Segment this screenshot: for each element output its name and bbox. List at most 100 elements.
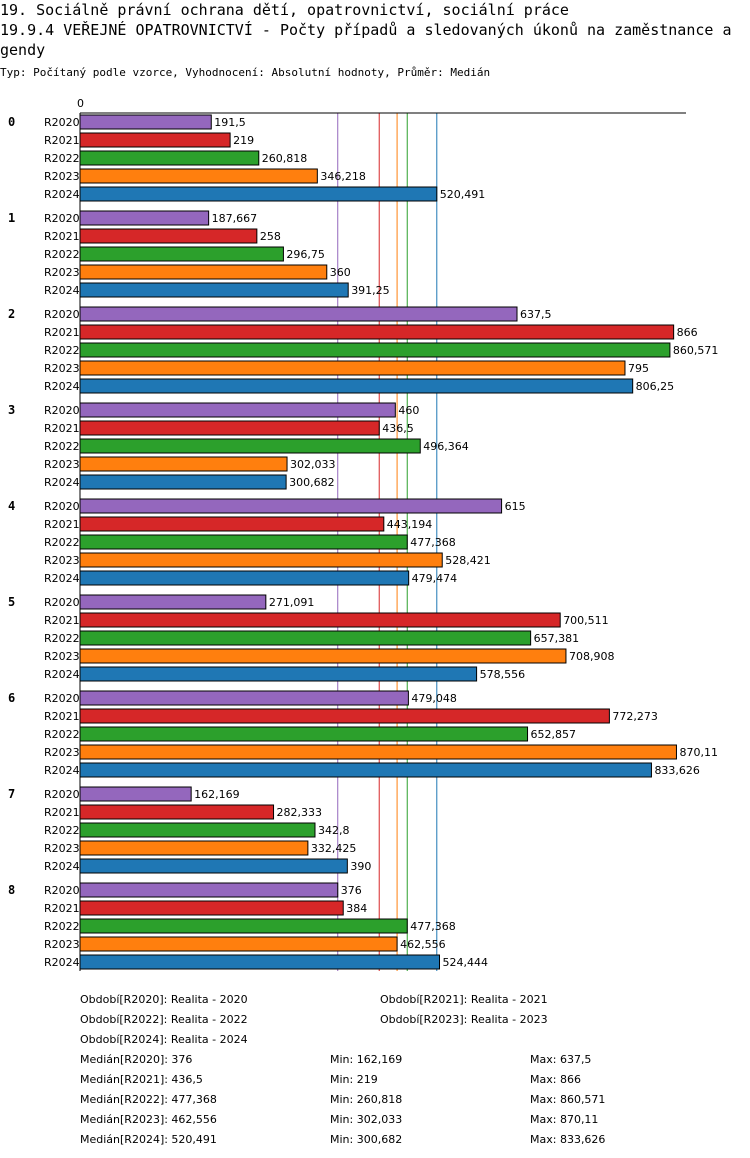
bar-value-label: 258 [260, 230, 281, 243]
bar-value-label: 795 [628, 362, 649, 375]
bar-r2021-group-0 [79, 132, 231, 148]
group-label-8: 8 [8, 883, 15, 897]
bar-r2022-group-7 [79, 822, 316, 838]
bar-value-label: 191,5 [214, 116, 246, 129]
bar-value-label: 271,091 [269, 596, 315, 609]
bar-r2023-group-3 [79, 456, 288, 472]
bar-category-label: R2021 [44, 518, 80, 531]
bar-category-label: R2023 [44, 650, 80, 663]
bar-category-label: R2022 [44, 440, 80, 453]
bar-r2021-group-5 [79, 612, 561, 628]
bar-category-label: R2023 [44, 362, 80, 375]
bar-r2024-group-7 [79, 858, 348, 874]
bar-value-label: 477,368 [410, 920, 456, 933]
bar-r2023-group-1 [79, 264, 328, 280]
bar-category-label: R2022 [44, 824, 80, 837]
bar-category-label: R2022 [44, 728, 80, 741]
bar-r2022-group-1 [79, 246, 284, 262]
bar-category-label: R2021 [44, 326, 80, 339]
bar-category-label: R2020 [44, 596, 80, 609]
bar-category-label: R2023 [44, 266, 80, 279]
bar-r2020-group-4 [79, 498, 503, 514]
bar-r2024-group-4 [79, 570, 410, 586]
bar-value-label: 219 [233, 134, 254, 147]
bar-value-label: 162,169 [194, 788, 240, 801]
stat-max-r2023: Max: 870,11 [530, 1113, 599, 1126]
bar-category-label: R2022 [44, 344, 80, 357]
bar-value-label: 615 [505, 500, 526, 513]
group-label-6: 6 [8, 691, 15, 705]
bar-r2023-group-0 [79, 168, 318, 184]
group-label-2: 2 [8, 307, 15, 321]
bar-r2022-group-5 [79, 630, 532, 646]
stat-median-r2020: Medián[R2020]: 376 [80, 1053, 193, 1066]
bar-category-label: R2020 [44, 116, 80, 129]
bar-value-label: 708,908 [569, 650, 615, 663]
bar-value-label: 528,421 [445, 554, 491, 567]
group-label-0: 0 [8, 115, 15, 129]
bar-value-label: 477,368 [410, 536, 456, 549]
bar-value-label: 443,194 [387, 518, 433, 531]
bar-category-label: R2023 [44, 842, 80, 855]
bar-value-label: 578,556 [480, 668, 525, 681]
bar-r2023-group-6 [79, 744, 677, 760]
bar-category-label: R2021 [44, 422, 80, 435]
bar-value-label: 296,75 [286, 248, 325, 261]
bar-r2021-group-2 [79, 324, 675, 340]
legend-period-r2020: Období[R2020]: Realita - 2020 [80, 993, 248, 1006]
bar-r2020-group-6 [79, 690, 409, 706]
bar-value-label: 772,273 [612, 710, 658, 723]
bar-value-label: 479,048 [411, 692, 457, 705]
bar-category-label: R2021 [44, 710, 80, 723]
bar-category-label: R2020 [44, 212, 80, 225]
bar-r2024-group-3 [79, 474, 287, 490]
bar-value-label: 260,818 [262, 152, 308, 165]
bar-r2023-group-7 [79, 840, 309, 856]
bar-r2022-group-4 [79, 534, 408, 550]
bar-value-label: 860,571 [673, 344, 719, 357]
bar-value-label: 460 [398, 404, 419, 417]
stat-min-r2021: Min: 219 [330, 1073, 378, 1086]
group-label-5: 5 [8, 595, 15, 609]
group-label-7: 7 [8, 787, 15, 801]
bar-r2021-group-8 [79, 900, 344, 916]
bar-category-label: R2024 [44, 860, 80, 873]
bar-category-label: R2020 [44, 500, 80, 513]
bar-category-label: R2023 [44, 170, 80, 183]
bar-category-label: R2021 [44, 134, 80, 147]
bar-value-label: 700,511 [563, 614, 609, 627]
bar-value-label: 391,25 [351, 284, 390, 297]
stat-max-r2020: Max: 637,5 [530, 1053, 592, 1066]
bar-value-label: 436,5 [382, 422, 414, 435]
bar-value-label: 346,218 [320, 170, 366, 183]
legend-period-r2022: Období[R2022]: Realita - 2022 [80, 1013, 248, 1026]
bar-value-label: 384 [346, 902, 367, 915]
bar-r2023-group-5 [79, 648, 567, 664]
stat-max-r2021: Max: 866 [530, 1073, 581, 1086]
stat-min-r2022: Min: 260,818 [330, 1093, 403, 1106]
bar-category-label: R2023 [44, 746, 80, 759]
bar-category-label: R2021 [44, 902, 80, 915]
bar-category-label: R2024 [44, 380, 80, 393]
group-label-4: 4 [8, 499, 15, 513]
bar-category-label: R2024 [44, 956, 80, 969]
bar-value-label: 462,556 [400, 938, 446, 951]
stat-max-r2022: Max: 860,571 [530, 1093, 606, 1106]
bar-category-label: R2022 [44, 152, 80, 165]
bar-category-label: R2023 [44, 554, 80, 567]
chart-title: 19.9.4 VEŘEJNÉ OPATROVNICTVÍ - Počty pří… [0, 21, 732, 59]
group-label-1: 1 [8, 211, 15, 225]
bar-category-label: R2020 [44, 404, 80, 417]
bar-value-label: 360 [330, 266, 351, 279]
stat-min-r2024: Min: 300,682 [330, 1133, 403, 1146]
bar-value-label: 833,626 [654, 764, 700, 777]
bar-r2021-group-4 [79, 516, 385, 532]
bar-r2024-group-1 [79, 282, 349, 298]
bar-value-label: 637,5 [520, 308, 552, 321]
bar-r2024-group-2 [79, 378, 634, 394]
legend-period-r2021: Období[R2021]: Realita - 2021 [380, 993, 548, 1006]
bar-r2022-group-2 [79, 342, 671, 358]
bar-r2020-group-1 [79, 210, 210, 226]
bar-category-label: R2023 [44, 938, 80, 951]
bar-value-label: 302,033 [290, 458, 336, 471]
